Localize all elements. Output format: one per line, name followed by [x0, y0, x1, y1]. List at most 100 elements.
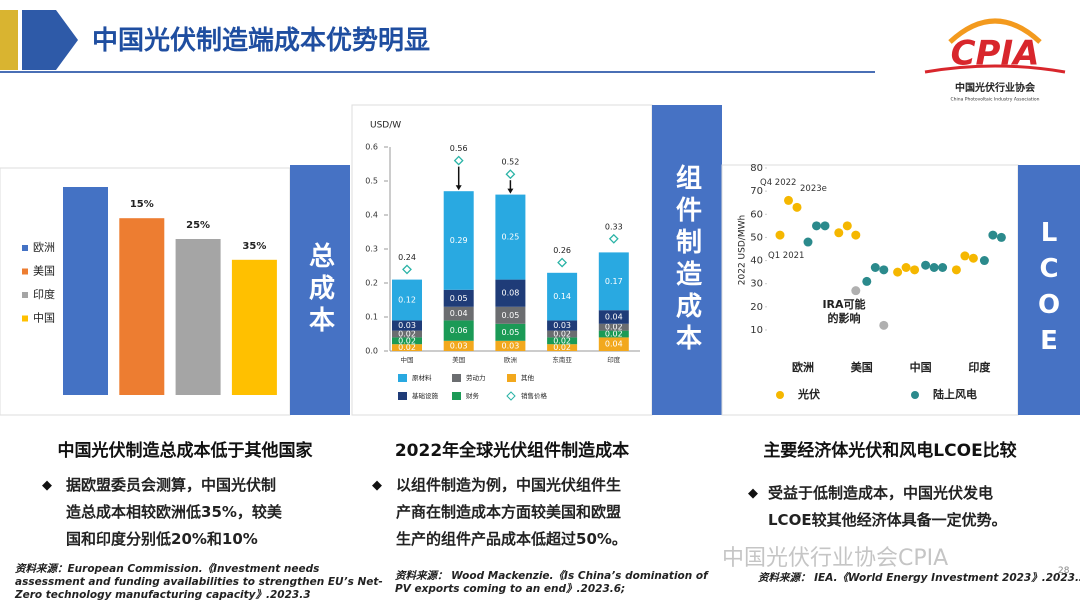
legend-swatch [22, 245, 28, 251]
data-point [988, 230, 998, 240]
price-label: 0.33 [605, 222, 623, 231]
bullet-icon: ◆ [372, 478, 382, 493]
segment-label: 0.02 [398, 343, 416, 352]
bar-segment [547, 330, 578, 338]
x-tick-label: 东南亚 [552, 355, 572, 364]
legend-label: 其他 [521, 373, 535, 382]
segment-label: 0.14 [553, 292, 571, 301]
annotation: 2023e [800, 184, 827, 194]
y-tick-label: 0.3 [365, 245, 378, 254]
data-point [901, 263, 911, 273]
price-label: 0.56 [450, 144, 468, 153]
segment-label: 0.03 [450, 341, 468, 350]
bar-segment [598, 323, 629, 331]
legend-swatch [452, 392, 461, 400]
price-marker [453, 155, 464, 166]
data-point [851, 286, 861, 296]
segment-label: 0.03 [501, 341, 519, 350]
segment-label: 0.17 [605, 277, 623, 286]
slide-title: 中国光伏制造端成本优势明显 [92, 26, 431, 56]
side-label: LCOE [1034, 218, 1064, 362]
caption: 中国光伏制造总成本低于其他国家 [57, 441, 313, 461]
data-point [879, 265, 889, 275]
x-tick-label: 印度 [968, 360, 991, 374]
data-point [834, 228, 844, 238]
bar-segment [598, 337, 629, 351]
logo-arc [948, 18, 1042, 44]
y-tick-label: 0.1 [365, 313, 378, 322]
price-label: 0.26 [553, 246, 571, 255]
data-point [775, 230, 785, 240]
segment-label: 0.02 [553, 336, 571, 345]
bullet-icon: ◆ [42, 478, 52, 493]
bar-segment [495, 340, 526, 351]
data-point [960, 251, 970, 261]
segment-label: 0.02 [553, 330, 571, 339]
segment-label: 0.06 [450, 326, 468, 335]
data-point [820, 221, 830, 231]
segment-label: 0.02 [605, 330, 623, 339]
legend-label: 财务 [466, 391, 480, 400]
x-tick-label: 美国 [851, 360, 873, 374]
x-tick-label: 欧洲 [504, 355, 517, 364]
bar-annotation: 25% [186, 220, 210, 231]
source-note: 资料来源：European Commission.《Investment nee… [15, 563, 383, 601]
y-tick-label: 10 [750, 325, 763, 336]
source-note: 资料来源： Wood Mackenzie.《Is China’s dominat… [395, 570, 708, 595]
price-marker [505, 169, 516, 180]
y-axis-label: USD/W [370, 121, 401, 131]
legend-label: 光伏 [797, 387, 820, 401]
legend-swatch [776, 391, 784, 399]
data-point [803, 237, 813, 247]
annotation: IRA可能的影响 [822, 298, 866, 325]
price-marker [402, 264, 412, 275]
price-marker [608, 233, 619, 244]
bar-segment [598, 252, 629, 311]
segment-label: 0.04 [605, 313, 623, 322]
logo-name-en: China Photovoltaic Industry Association [950, 97, 1039, 103]
side-label: 组件制造成本 [671, 164, 702, 356]
bullet-text: 受益于低制造成本，中国光伏发电LCOE较其他经济体具备一定优势。 [768, 484, 1007, 529]
data-point [910, 265, 920, 275]
bullet-text: 据欧盟委员会测算，中国光伏制造总成本相较欧洲低35%，较美国和印度分别低20%和… [66, 476, 282, 548]
bar-segment [392, 344, 422, 351]
bullet-text: 以组件制造为例，中国光伏组件生产商在制造成本方面较美国和欧盟生产的组件产品成本低… [396, 476, 627, 548]
legend-label: 陆上风电 [933, 387, 977, 401]
bar-segment [443, 306, 474, 321]
legend-label: 基础设施 [412, 391, 439, 400]
bar-segment [598, 310, 629, 324]
x-tick-label: 美国 [452, 355, 465, 364]
segment-label: 0.25 [501, 233, 519, 242]
data-point [968, 253, 978, 263]
y-tick-label: 40 [750, 256, 763, 267]
legend-swatch [506, 391, 516, 401]
segment-label: 0.12 [398, 296, 416, 305]
bar-segment [547, 272, 578, 321]
data-point [979, 256, 989, 266]
bar-segment [495, 306, 526, 324]
y-tick-label: 0.5 [365, 177, 378, 186]
data-point [951, 265, 961, 275]
bar-segment [598, 330, 629, 338]
page-number: 28 [1058, 566, 1070, 576]
bar-segment [392, 330, 422, 338]
legend-swatch [911, 391, 919, 399]
panel-frame [721, 164, 1019, 416]
data-point [938, 263, 948, 273]
segment-label: 0.02 [553, 343, 571, 352]
data-point [792, 202, 802, 212]
source-note: 资料来源： IEA.《World Energy Investment 2023》… [758, 572, 1080, 584]
data-point [929, 263, 939, 273]
data-point [851, 230, 861, 240]
legend-swatch [507, 374, 516, 382]
data-point [812, 221, 821, 231]
bar-segment [495, 194, 526, 280]
legend-swatch [22, 268, 28, 275]
bullet-icon: ◆ [748, 486, 758, 501]
annotation: Q4 2022 [760, 178, 797, 188]
bar [63, 187, 108, 395]
legend-label: 销售价格 [521, 391, 548, 400]
segment-label: 0.29 [450, 236, 468, 245]
x-tick-label: 中国 [910, 360, 932, 374]
segment-label: 0.08 [501, 289, 519, 298]
